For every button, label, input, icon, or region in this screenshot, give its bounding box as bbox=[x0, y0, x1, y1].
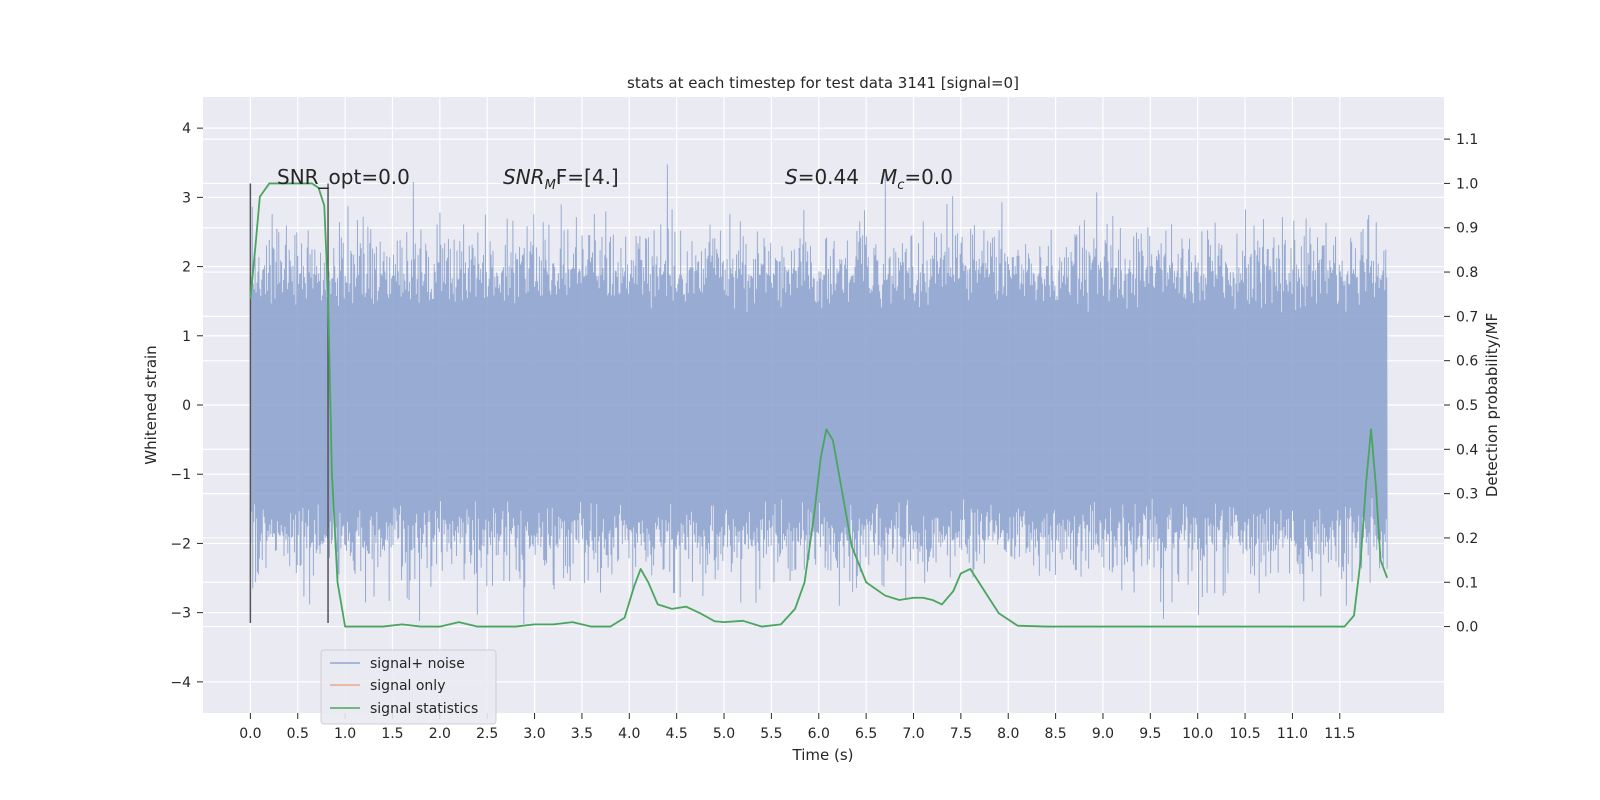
x-tick-label: 0.0 bbox=[239, 726, 261, 742]
y2-tick-label: 0.5 bbox=[1456, 398, 1478, 414]
y2-tick-label: 0.0 bbox=[1456, 620, 1478, 636]
x-tick-label: 8.5 bbox=[1044, 726, 1066, 742]
x-tick-label: 6.0 bbox=[808, 726, 830, 742]
x-tick-label: 3.0 bbox=[523, 726, 545, 742]
x-axis-label: Time (s) bbox=[792, 746, 854, 764]
y-tick-label: −1 bbox=[170, 467, 191, 483]
y2-axis: 1.1 1.0 0.9 0.8 0.7 0.6 0.5 0.4 0.3 0.2 0.1 0.0 bbox=[1444, 132, 1478, 636]
y-tick-label: 2 bbox=[182, 260, 191, 276]
y-tick-label: 3 bbox=[182, 190, 191, 206]
s-main: S bbox=[785, 165, 798, 189]
x-tick-label: 8.0 bbox=[997, 726, 1019, 742]
x-tick-label: 11.5 bbox=[1324, 726, 1355, 742]
y-tick-label: 4 bbox=[182, 121, 191, 137]
mc-sub: c bbox=[897, 178, 904, 193]
mc-rest: =0.0 bbox=[904, 165, 953, 189]
y-tick-label: −2 bbox=[170, 536, 191, 552]
signal-noise-series bbox=[249, 164, 1388, 624]
legend: signal+ noise signal only signal statist… bbox=[320, 649, 497, 725]
y2-tick-label: 0.3 bbox=[1456, 487, 1478, 503]
y-tick-label: −3 bbox=[170, 606, 191, 622]
snr-mf-sub: M bbox=[545, 178, 556, 193]
x-tick-label: 10.5 bbox=[1229, 726, 1260, 742]
signal-noise-line bbox=[249, 164, 1388, 624]
y2-tick-label: 0.2 bbox=[1456, 531, 1478, 547]
x-tick-label: 11.0 bbox=[1277, 726, 1308, 742]
y2-tick-label: 0.4 bbox=[1456, 442, 1478, 458]
y2-tick-label: 0.9 bbox=[1456, 221, 1478, 237]
x-tick-label: 2.5 bbox=[476, 726, 498, 742]
annotation-snr-opt: SNR_opt=0.0 bbox=[277, 165, 410, 189]
y-tick-label: 1 bbox=[182, 329, 191, 345]
x-tick-label: 1.0 bbox=[334, 726, 356, 742]
y-tick-label: 0 bbox=[182, 398, 191, 414]
y2-axis-label: Detection probability/MF bbox=[1483, 313, 1501, 497]
signal-statistics-line bbox=[249, 182, 1389, 628]
x-tick-label: 4.5 bbox=[666, 726, 688, 742]
x-tick-label: 9.0 bbox=[1092, 726, 1114, 742]
y2-tick-label: 1.0 bbox=[1456, 176, 1478, 192]
legend-box bbox=[320, 649, 497, 725]
x-tick-label: 4.0 bbox=[618, 726, 640, 742]
x-tick-label: 3.5 bbox=[571, 726, 593, 742]
y2-tick-label: 0.8 bbox=[1456, 265, 1478, 281]
y2-tick-label: 0.6 bbox=[1456, 354, 1478, 370]
legend-label-signal-statistics: signal statistics bbox=[370, 701, 478, 717]
chart-title: stats at each timestep for test data 314… bbox=[627, 74, 1019, 92]
y-axis: 4 3 2 1 0 −1 −2 −3 −4 bbox=[170, 121, 203, 691]
annotation-snr-mf: SNRMF=[4.] bbox=[503, 165, 619, 193]
mc-main: M bbox=[880, 165, 897, 189]
snr-mf-rest: F=[4.] bbox=[556, 165, 619, 189]
annotation-s: S=0.44 bbox=[785, 165, 859, 189]
legend-label-signal-only: signal only bbox=[370, 678, 445, 694]
x-axis: 0.0 0.5 1.0 1.5 2.0 2.5 3.0 3.5 4.0 4.5 5.0 5.5 6.0 6… bbox=[239, 713, 1355, 742]
x-tick-label: 9.5 bbox=[1139, 726, 1161, 742]
signal-statistics-series bbox=[249, 182, 1389, 628]
vertical-markers bbox=[249, 183, 329, 624]
y-axis-label: Whitened strain bbox=[142, 345, 160, 464]
y2-tick-label: 1.1 bbox=[1456, 132, 1478, 148]
y2-tick-label: 0.1 bbox=[1456, 575, 1478, 591]
x-tick-label: 1.5 bbox=[381, 726, 403, 742]
x-tick-label: 10.0 bbox=[1182, 726, 1213, 742]
snr-mf-main: SNR bbox=[503, 165, 545, 189]
y2-tick-label: 0.7 bbox=[1456, 309, 1478, 325]
x-tick-label: 5.0 bbox=[713, 726, 735, 742]
annotation-mc: Mc=0.0 bbox=[880, 165, 953, 193]
s-rest: =0.44 bbox=[798, 165, 859, 189]
x-tick-label: 2.0 bbox=[429, 726, 451, 742]
x-tick-label: 6.5 bbox=[855, 726, 877, 742]
y-tick-label: −4 bbox=[170, 675, 191, 691]
x-tick-label: 0.5 bbox=[287, 726, 309, 742]
x-tick-label: 7.5 bbox=[950, 726, 972, 742]
legend-label-signal-noise: signal+ noise bbox=[370, 656, 465, 672]
x-tick-label: 5.5 bbox=[760, 726, 782, 742]
x-tick-label: 7.0 bbox=[902, 726, 924, 742]
